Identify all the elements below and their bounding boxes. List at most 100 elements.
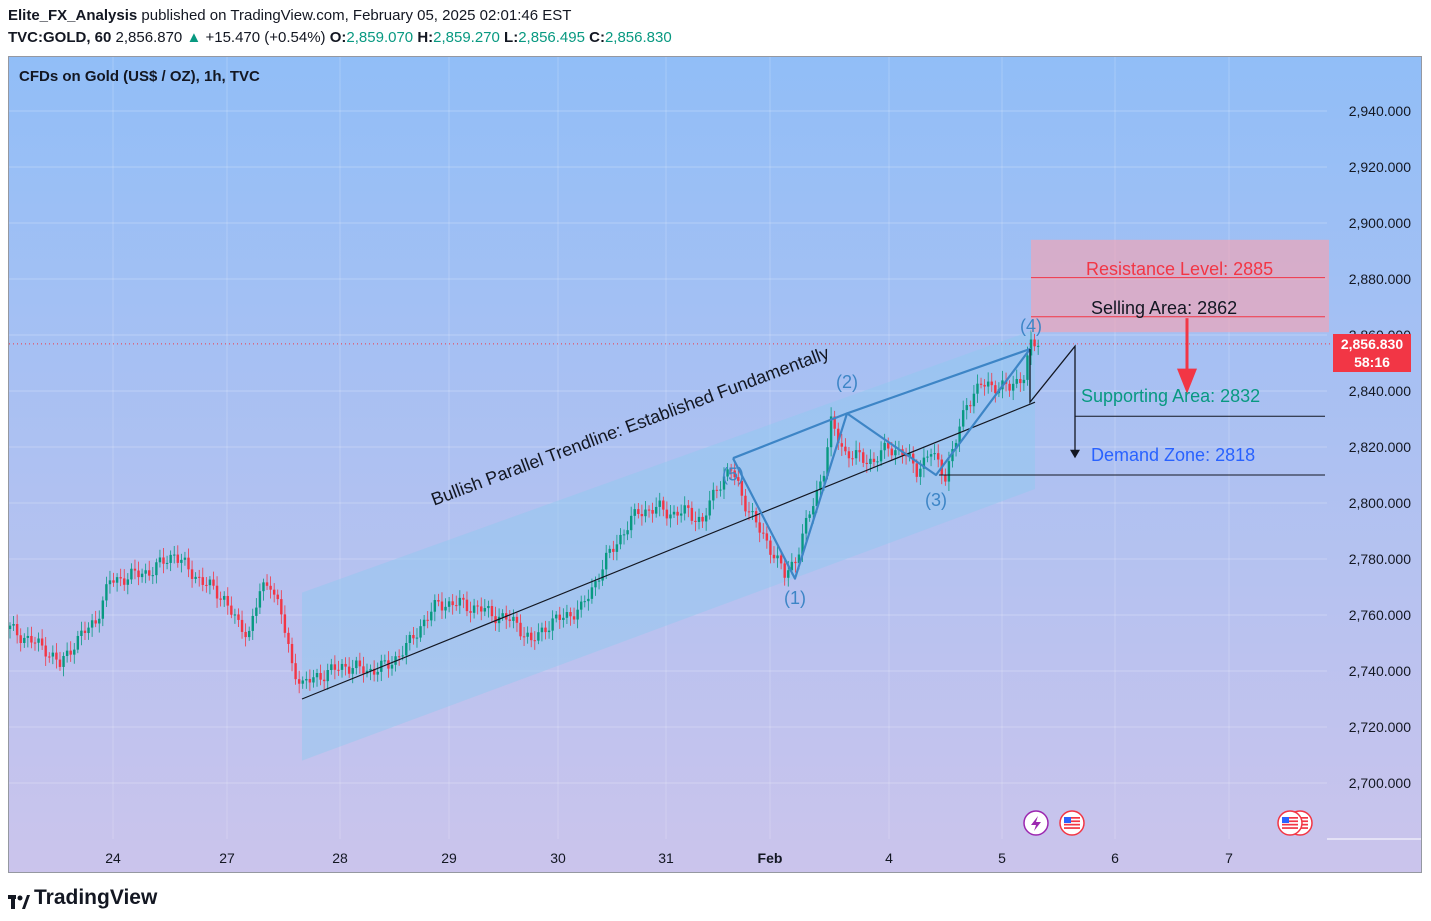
- candle-body: [48, 656, 51, 658]
- candle-body: [772, 554, 776, 559]
- economic-event-icon[interactable]: [1059, 810, 1085, 836]
- candle-body: [455, 605, 458, 607]
- candle-body: [173, 554, 176, 556]
- candle-body: [476, 605, 479, 607]
- candle-body: [105, 584, 108, 601]
- candle-body: [347, 666, 351, 674]
- candle-body: [440, 601, 444, 611]
- candle-body: [737, 477, 740, 481]
- candle-body: [83, 630, 87, 634]
- candle-body: [73, 649, 76, 655]
- candle-body: [494, 616, 497, 624]
- candle-body: [433, 600, 437, 612]
- candle-body: [94, 620, 97, 624]
- bar-countdown: 58:16: [1354, 354, 1390, 370]
- candle-body: [844, 446, 847, 452]
- candle-body: [512, 616, 515, 621]
- candle-body: [315, 672, 319, 678]
- candle-body: [597, 580, 601, 582]
- candle-body: [837, 428, 840, 444]
- candle-body: [530, 632, 533, 641]
- candle-body: [76, 635, 80, 650]
- selling-zone-box: [1031, 239, 1329, 333]
- current-price-value: 2,856.830: [1340, 336, 1404, 352]
- candle-body: [472, 605, 476, 613]
- candle-body: [676, 511, 679, 516]
- candle-body: [490, 606, 494, 617]
- candle-body: [562, 617, 565, 620]
- candle-body: [276, 594, 279, 600]
- x-tick-label: 5: [998, 850, 1006, 866]
- x-tick-label: 27: [219, 850, 235, 866]
- candle-body: [704, 515, 708, 522]
- candle-body: [840, 443, 844, 447]
- candle-body: [801, 533, 804, 555]
- demand-zone-label: Demand Zone: 2818: [1091, 445, 1255, 465]
- candle-body: [658, 500, 661, 507]
- candle-body: [1008, 383, 1011, 391]
- candle-body: [412, 634, 415, 639]
- chart-title: CFDs on Gold (US$ / OZ), 1h, TVC: [19, 68, 260, 85]
- candle-body: [480, 606, 483, 612]
- candle-body: [258, 591, 262, 608]
- candle-body: [829, 416, 833, 448]
- supporting-area-label: Supporting Area: 2832: [1081, 386, 1260, 406]
- y-tick-label: 2,700.000: [1349, 775, 1411, 791]
- candle-body: [647, 509, 651, 511]
- time-axis[interactable]: 24 27 28 29 30 31 Feb 4 5 6 7: [105, 838, 1422, 866]
- candle-body: [158, 557, 162, 563]
- candle-body: [326, 670, 329, 682]
- candle-body: [262, 582, 265, 592]
- open-value: 2,859.070: [346, 29, 414, 46]
- candle-body: [826, 447, 829, 476]
- candle-body: [19, 635, 22, 644]
- candle-body: [961, 410, 965, 427]
- candle-body: [740, 480, 744, 496]
- author-name[interactable]: Elite_FX_Analysis: [8, 7, 138, 24]
- candle-body: [401, 655, 404, 657]
- projection-path: [1029, 344, 1076, 453]
- candle-body: [822, 475, 826, 482]
- candle-body: [133, 568, 137, 571]
- candle-body: [633, 509, 636, 516]
- x-tick-label: 29: [441, 850, 457, 866]
- candle-body: [251, 615, 254, 631]
- candle-body: [876, 461, 879, 463]
- candle-body: [769, 540, 772, 555]
- candle-body: [144, 570, 147, 574]
- wave-label-1: (1): [784, 588, 806, 608]
- tradingview-brand[interactable]: TradingView: [8, 886, 157, 910]
- candle-body: [958, 426, 961, 443]
- us-flag-icon: [1064, 817, 1071, 823]
- tradingview-logo-icon: [8, 891, 30, 909]
- y-tick-label: 2,780.000: [1349, 551, 1411, 567]
- candle-body: [894, 450, 897, 456]
- chart-canvas[interactable]: Bullish Parallel Trendline: Established …: [9, 57, 1422, 873]
- candle-body: [265, 582, 269, 586]
- candle-body: [297, 679, 301, 684]
- chart-panel[interactable]: Bullish Parallel Trendline: Established …: [8, 56, 1422, 873]
- candle-body: [101, 600, 105, 619]
- resistance-label: Resistance Level: 2885: [1086, 259, 1273, 279]
- candle-body: [340, 663, 344, 670]
- candle-body: [976, 383, 979, 394]
- news-event-icon[interactable]: [1023, 810, 1049, 836]
- candle-body: [854, 450, 858, 459]
- candle-body: [358, 660, 362, 667]
- lightning-icon: [1031, 816, 1041, 831]
- candle-body: [148, 570, 151, 576]
- economic-event-icon[interactable]: [1277, 810, 1303, 836]
- candle-body: [776, 555, 779, 559]
- candle-body: [701, 516, 704, 522]
- wave-label-3: (3): [925, 490, 947, 510]
- chart-background: [9, 57, 1421, 872]
- candle-body: [390, 664, 394, 669]
- candle-body: [990, 381, 993, 386]
- candle-body: [244, 631, 247, 638]
- candle-body: [372, 668, 376, 675]
- candle-body: [376, 671, 379, 675]
- candle-body: [847, 451, 851, 459]
- flag-stripe: [1282, 817, 1298, 819]
- candle-body: [223, 595, 226, 600]
- candle-body: [640, 513, 644, 517]
